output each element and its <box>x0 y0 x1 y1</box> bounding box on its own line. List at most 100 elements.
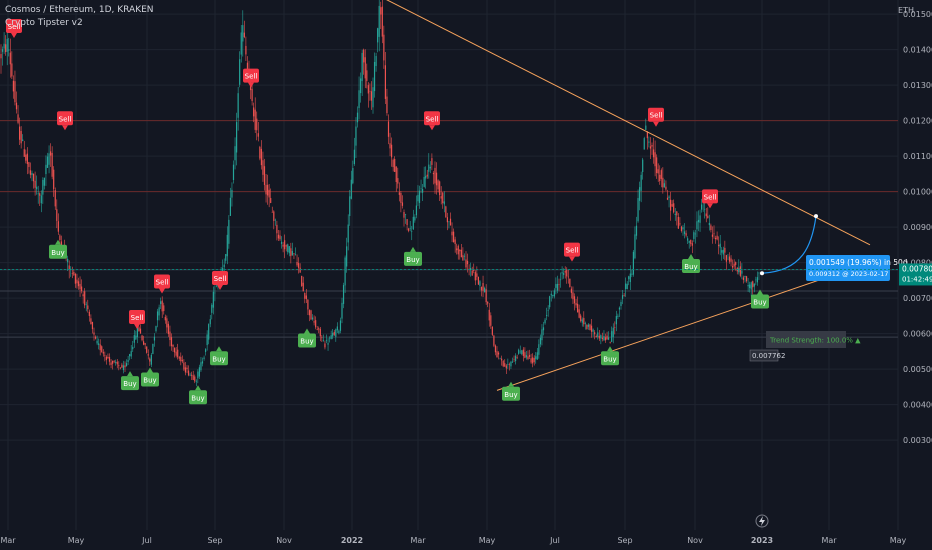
x-tick-label: May <box>890 536 907 545</box>
candle-body <box>422 189 424 193</box>
candle-body <box>414 216 416 221</box>
candle-body <box>167 323 169 334</box>
candle-body <box>384 65 386 99</box>
candle-body <box>682 227 684 230</box>
candle-body <box>274 219 276 221</box>
sell-signal: Sell <box>648 107 664 127</box>
candle-body <box>153 336 156 341</box>
y-tick-label: 0.007000 <box>903 294 932 303</box>
candle-body <box>263 166 266 186</box>
candle-body <box>265 184 267 195</box>
candle-body <box>708 222 710 226</box>
candle-body <box>676 211 678 216</box>
buy-signal-box <box>298 333 316 348</box>
candle-body <box>491 326 493 335</box>
x-tick-label: Mar <box>410 536 426 545</box>
candle-body <box>313 321 315 323</box>
sell-signal-label: Sell <box>8 23 21 31</box>
y-tick-label: 0.009000 <box>903 223 932 232</box>
trendline-upper <box>386 0 871 246</box>
candle-body <box>180 356 182 362</box>
candle-body <box>463 255 466 257</box>
buy-signal-pointer <box>757 289 763 295</box>
candle-body <box>510 361 512 367</box>
projection-startpoint <box>760 271 764 276</box>
candle-body <box>360 78 362 94</box>
candle-body <box>73 271 75 275</box>
candle-body <box>577 303 579 313</box>
candle-body <box>580 315 582 321</box>
crosshair-value: 0.007762 <box>752 352 785 360</box>
candle-body <box>561 272 563 274</box>
candle-body <box>732 266 734 268</box>
sell-signal-pointer <box>569 256 575 262</box>
candle-body <box>629 273 631 283</box>
candle-body <box>688 240 690 243</box>
candle-body <box>578 309 580 318</box>
candle-body <box>82 294 84 297</box>
candle-body <box>105 356 107 360</box>
candle-body <box>383 34 385 61</box>
buy-signal-label: Buy <box>753 298 766 306</box>
indicator-name[interactable]: Crypto Tipster v2 <box>5 18 83 28</box>
candle-body <box>197 371 199 379</box>
candle-body <box>398 192 400 195</box>
candle-body <box>192 375 194 380</box>
buy-signal: Buy <box>751 289 769 309</box>
candle-body <box>687 238 689 241</box>
candle-body <box>133 335 135 343</box>
candle-body <box>677 216 679 229</box>
candle-body <box>485 289 487 303</box>
candle-body <box>683 231 686 234</box>
candle-body <box>502 361 504 367</box>
x-tick-label: Jul <box>141 536 152 545</box>
candle-body <box>546 315 548 316</box>
candle-body <box>23 149 25 157</box>
candle-body <box>728 256 731 262</box>
candle-body <box>584 323 586 324</box>
candle-body <box>112 360 114 364</box>
sell-signal-pointer <box>159 288 165 294</box>
candle-body <box>401 202 404 206</box>
candle-body <box>208 324 210 340</box>
buy-signal-pointer <box>55 239 61 245</box>
sell-signal-label: Sell <box>156 279 169 287</box>
candle-body <box>28 162 30 167</box>
symbol-title[interactable]: Cosmos / Ethereum, 1D, KRAKEN <box>5 5 154 15</box>
candle-body <box>542 327 545 331</box>
candle-body <box>231 189 233 198</box>
candle-body <box>685 233 687 236</box>
candle-body <box>194 376 196 382</box>
buy-signal-pointer <box>304 328 310 334</box>
buy-signal-label: Buy <box>191 394 204 402</box>
candle-body <box>408 228 410 231</box>
sell-signal: Sell <box>57 111 73 131</box>
candle-body <box>425 175 427 179</box>
candle-body <box>234 146 236 161</box>
candle-body <box>19 126 21 140</box>
candle-body <box>101 346 103 353</box>
candle-body <box>48 153 50 165</box>
candle-body <box>88 311 90 316</box>
candle-body <box>535 356 537 360</box>
candle-body <box>569 278 571 288</box>
candle-body <box>595 335 597 338</box>
candle-body <box>53 169 55 190</box>
candle-body <box>36 186 38 190</box>
candle-body <box>267 184 269 196</box>
candle-body <box>400 192 402 203</box>
buy-signal-label: Buy <box>212 355 225 363</box>
sell-signal-box <box>6 18 22 33</box>
buy-signal: Buy <box>682 253 700 273</box>
candle-body <box>102 352 104 354</box>
candle-body <box>657 169 659 174</box>
candle-body <box>391 144 393 158</box>
candle-body <box>372 87 374 108</box>
x-axis: Mar May Jul Sep Nov 2022 Mar May Jul Sep Nov 2023 Ma… <box>0 514 907 545</box>
candle-body <box>94 336 97 339</box>
sell-signal: Sell <box>6 18 22 38</box>
candle-body <box>280 241 283 244</box>
candle-body <box>635 225 638 236</box>
candle-body <box>6 38 8 52</box>
